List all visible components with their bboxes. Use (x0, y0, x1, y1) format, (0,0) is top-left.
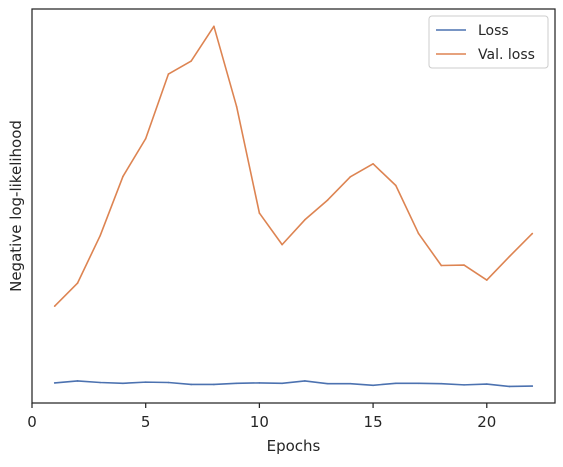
data-point-0-5 (167, 381, 170, 384)
data-point-1-9 (258, 212, 261, 214)
data-point-1-13 (349, 176, 352, 178)
data-point-0-17 (440, 382, 443, 385)
data-point-0-16 (417, 382, 420, 385)
series-layer (53, 25, 534, 388)
data-point-0-3 (122, 382, 124, 385)
data-point-0-8 (235, 382, 238, 385)
series-line-1 (53, 25, 534, 307)
data-point-0-12 (326, 382, 329, 385)
x-tick-label-4: 20 (477, 413, 496, 431)
series-line-0 (53, 380, 534, 388)
data-point-1-1 (76, 282, 79, 285)
data-point-0-15 (395, 382, 397, 385)
data-point-1-0 (53, 305, 56, 307)
data-point-1-6 (190, 60, 192, 62)
data-point-1-16 (417, 232, 420, 235)
x-axis-ticks: 0 5 10 15 20 (27, 403, 496, 431)
data-point-1-21 (531, 232, 534, 235)
data-point-1-2 (99, 234, 102, 237)
data-point-1-15 (395, 184, 397, 187)
data-point-1-5 (167, 73, 170, 75)
data-point-0-11 (304, 380, 306, 382)
x-axis-label: Epochs (267, 437, 321, 455)
data-point-0-20 (508, 385, 511, 388)
x-tick-label-1: 5 (141, 413, 151, 431)
data-point-1-12 (326, 199, 329, 201)
data-point-1-10 (281, 243, 283, 246)
data-point-0-9 (258, 382, 261, 384)
x-tick-label-3: 15 (364, 413, 383, 431)
data-point-1-20 (508, 255, 511, 258)
data-point-1-7 (213, 25, 215, 28)
plot-frame (31, 8, 556, 404)
data-point-1-18 (463, 264, 465, 266)
data-point-0-0 (53, 382, 56, 384)
data-point-0-13 (349, 382, 352, 385)
data-point-0-1 (76, 380, 79, 382)
data-point-1-11 (304, 218, 306, 221)
legend-label-0: Loss (478, 23, 509, 39)
data-point-1-8 (235, 105, 238, 108)
data-point-1-17 (440, 264, 443, 267)
data-point-0-19 (485, 383, 488, 385)
data-point-0-4 (144, 381, 147, 383)
data-point-0-21 (531, 385, 534, 387)
x-tick-label-2: 10 (250, 413, 269, 431)
y-axis-label: Negative log-likelihood (7, 120, 25, 292)
data-point-0-2 (99, 381, 102, 384)
data-point-0-10 (281, 382, 283, 385)
x-tick-label-0: 0 (27, 413, 37, 431)
data-point-1-3 (122, 175, 124, 178)
data-point-0-6 (190, 383, 192, 386)
data-point-0-14 (372, 384, 374, 387)
data-point-1-4 (144, 137, 147, 140)
legend: Loss Val. loss (428, 15, 549, 69)
data-point-0-18 (463, 384, 465, 386)
legend-label-1: Val. loss (478, 47, 535, 63)
legend-box (428, 15, 549, 69)
data-point-1-14 (372, 163, 374, 165)
data-point-1-19 (485, 279, 488, 281)
data-point-0-7 (213, 383, 215, 386)
